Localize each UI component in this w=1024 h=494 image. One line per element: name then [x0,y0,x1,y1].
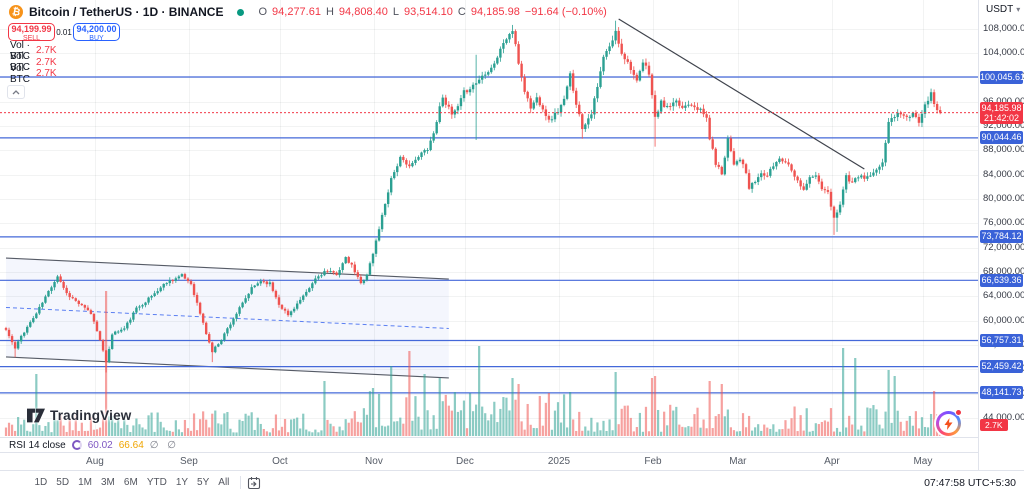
month-label: May [913,456,933,467]
price-tick: 92,000.00 [983,119,1024,131]
range-buttons: 1D 5D 1M 3M 6M YTD 1Y 5Y All [30,477,234,488]
range-button-ytd[interactable]: YTD [146,477,167,488]
clock-timezone[interactable]: 07:47:58 UTC+5:30 [924,476,1016,489]
price-tick: 108,000.00 [983,22,1024,34]
price-tick: 96,000.00 [983,96,1024,107]
range-button-1m[interactable]: 1M [78,477,92,488]
market-status-dot [237,8,245,16]
volume-indicator-legend: Vol · BTC 2.7K Vol · BTC 2.7K Vol · BTC … [10,40,57,85]
low-value: 93,514.10 [403,6,453,18]
tradingview-logo-icon [27,408,45,423]
legend-collapse-button[interactable] [7,85,25,99]
loading-spinner-icon [71,440,82,450]
spread-value: 0.01 [56,27,72,37]
month-label: Dec [456,456,474,467]
volume-row-2[interactable]: Vol · BTC 2.7K [10,51,57,73]
level-price-label: 90,044.46 [980,131,1023,145]
high-value: 94,808.40 [338,6,388,18]
current-price-label: 94,185.98 21:42:02 [980,101,1023,124]
volume-value: 2.7K [36,68,57,80]
volume-value: 2.7K [36,56,57,68]
buy-label: BUY [89,34,104,42]
close-label: C [457,6,466,18]
price-chart-canvas[interactable] [0,0,978,437]
symbol-title[interactable]: Bitcoin / TetherUS · 1D · BINANCE [29,5,224,19]
go-to-date-button[interactable] [247,476,261,490]
price-tick: 64,000.00 [983,290,1024,302]
calendar-icon [247,476,260,489]
buy-button[interactable]: 94,200.00 BUY [73,23,120,42]
change-value: −91.64 (−0.10%) [524,6,607,18]
volume-label: Vol · BTC [10,62,31,85]
sell-label: SELL [22,34,41,42]
currency-label: USDT [986,4,1014,15]
level-price-label: 56,757.31 [980,333,1023,347]
month-label: Aug [86,456,104,467]
low-label: L [392,6,399,18]
level-price-label: 100,045.61 [980,70,1024,84]
month-label: Apr [824,456,840,467]
tradingview-watermark: TradingView [27,408,131,423]
price-tick: 76,000.00 [983,217,1024,229]
sell-button[interactable]: 94,199.99 SELL [8,23,55,42]
price-tick: 84,000.00 [983,168,1024,180]
lightning-icon [944,417,953,430]
rsi-value-1: 60.02 [87,439,113,451]
month-label: Oct [272,456,288,467]
range-button-5y[interactable]: 5Y [197,477,210,488]
boost-button[interactable] [936,409,962,436]
volume-row-1[interactable]: Vol · BTC 2.7K [10,40,57,62]
month-label: Mar [729,456,747,467]
price-tick: 88,000.00 [983,144,1024,156]
range-button-5d[interactable]: 5D [56,477,70,488]
chevron-down-icon: ▾ [1016,5,1021,14]
buy-price: 94,200.00 [76,24,117,34]
open-label: O [258,6,268,18]
volume-axis-label: 2.7K [980,419,1008,431]
range-button-all[interactable]: All [218,477,230,488]
rsi-empty-values: ∅ ∅ [149,439,179,451]
rsi-value-2: 66.64 [118,439,144,451]
range-button-1y[interactable]: 1Y [175,477,189,488]
volume-row-3[interactable]: Vol · BTC 2.7K [10,63,57,85]
level-price-label: 48,141.73 [980,386,1023,400]
month-label: Nov [365,456,383,467]
sell-price: 94,199.99 [11,24,52,34]
rsi-pane-legend: RSI 14 close 60.02 66.64 ∅ ∅ [0,437,978,452]
level-price-label: 52,459.42 [980,360,1023,374]
price-tick: 104,000.00 [983,46,1024,58]
level-price-label: 73,784.12 [980,230,1023,244]
price-axis[interactable]: USDT ▾ 44,000.0048,000.0052,000.0056,000… [978,0,1024,470]
open-value: 94,277.61 [272,6,321,18]
month-label: Sep [180,456,198,467]
chevron-up-icon [12,89,20,94]
range-button-1d[interactable]: 1D [34,477,48,488]
high-label: H [325,6,334,18]
price-tick: 72,000.00 [983,241,1024,253]
price-tick: 60,000.00 [983,314,1024,326]
currency-selector[interactable]: USDT ▾ [986,4,1020,15]
price-tick: 68,000.00 [983,266,1024,278]
month-label: 2025 [547,456,571,467]
level-price-label: 66,639.36 [980,273,1023,287]
toolbar-divider [239,476,241,489]
rsi-indicator-label[interactable]: RSI 14 close [9,439,66,451]
volume-label: Vol · BTC [10,39,31,62]
notification-dot [955,409,962,416]
bitcoin-icon: ₿ [9,5,23,19]
range-button-6m[interactable]: 6M [123,477,138,488]
range-button-3m[interactable]: 3M [101,477,115,488]
close-value: 94,185.98 [470,6,520,18]
price-tick: 44,000.00 [983,412,1024,424]
volume-value: 2.7K [36,45,57,57]
price-tick: 80,000.00 [983,193,1024,204]
volume-label: Vol · BTC [10,51,31,74]
month-label: Feb [644,456,662,467]
watermark-label: TradingView [50,408,132,423]
bottom-toolbar: 1D 5D 1M 3M 6M YTD 1Y 5Y All 07:47:58 UTC+5:30 [0,470,1024,494]
ohlc-readout: O 94,277.61 H 94,808.40 L 93,514.10 C 94,185… [258,6,606,18]
